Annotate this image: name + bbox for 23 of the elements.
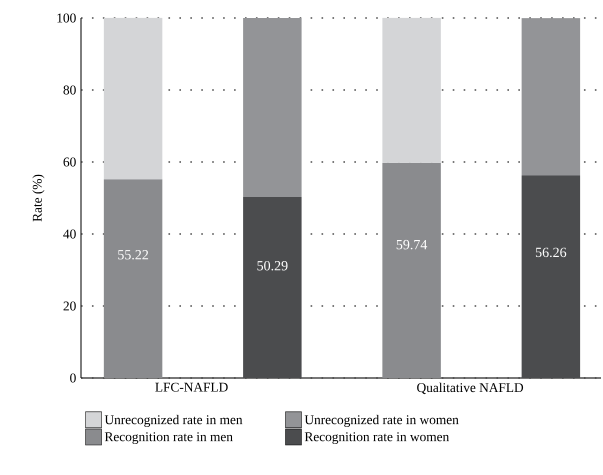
y-tick-label: 60 bbox=[64, 158, 76, 166]
bar bbox=[522, 18, 580, 176]
bar bbox=[104, 18, 162, 180]
legend-label: Recognition rate in men bbox=[104, 432, 233, 444]
y-tick-label: 40 bbox=[63, 230, 76, 238]
x-tick-label: LFC-NAFLD bbox=[155, 382, 228, 392]
bar bbox=[243, 18, 302, 197]
y-tick-label: 100 bbox=[57, 14, 76, 22]
bar bbox=[104, 179, 162, 378]
y-axis-title: Rate (%) bbox=[32, 174, 44, 222]
legend-label: Unrecognized rate in women bbox=[304, 414, 459, 427]
y-tick-label: 0 bbox=[70, 374, 76, 382]
data-label: 59.74 bbox=[396, 240, 428, 250]
y-tick-label: 80 bbox=[63, 86, 76, 94]
x-tick-label: Qualitative NAFLD bbox=[417, 382, 524, 394]
bar bbox=[382, 18, 441, 163]
y-tick-label: 20 bbox=[64, 302, 76, 310]
legend-label: Recognition rate in women bbox=[304, 432, 450, 444]
data-label: 55.22 bbox=[118, 250, 148, 260]
bar bbox=[382, 162, 441, 378]
legend-label: Unrecognized rate in men bbox=[104, 414, 242, 427]
data-label: 50.29 bbox=[257, 261, 288, 270]
data-label: 56.26 bbox=[536, 248, 566, 258]
